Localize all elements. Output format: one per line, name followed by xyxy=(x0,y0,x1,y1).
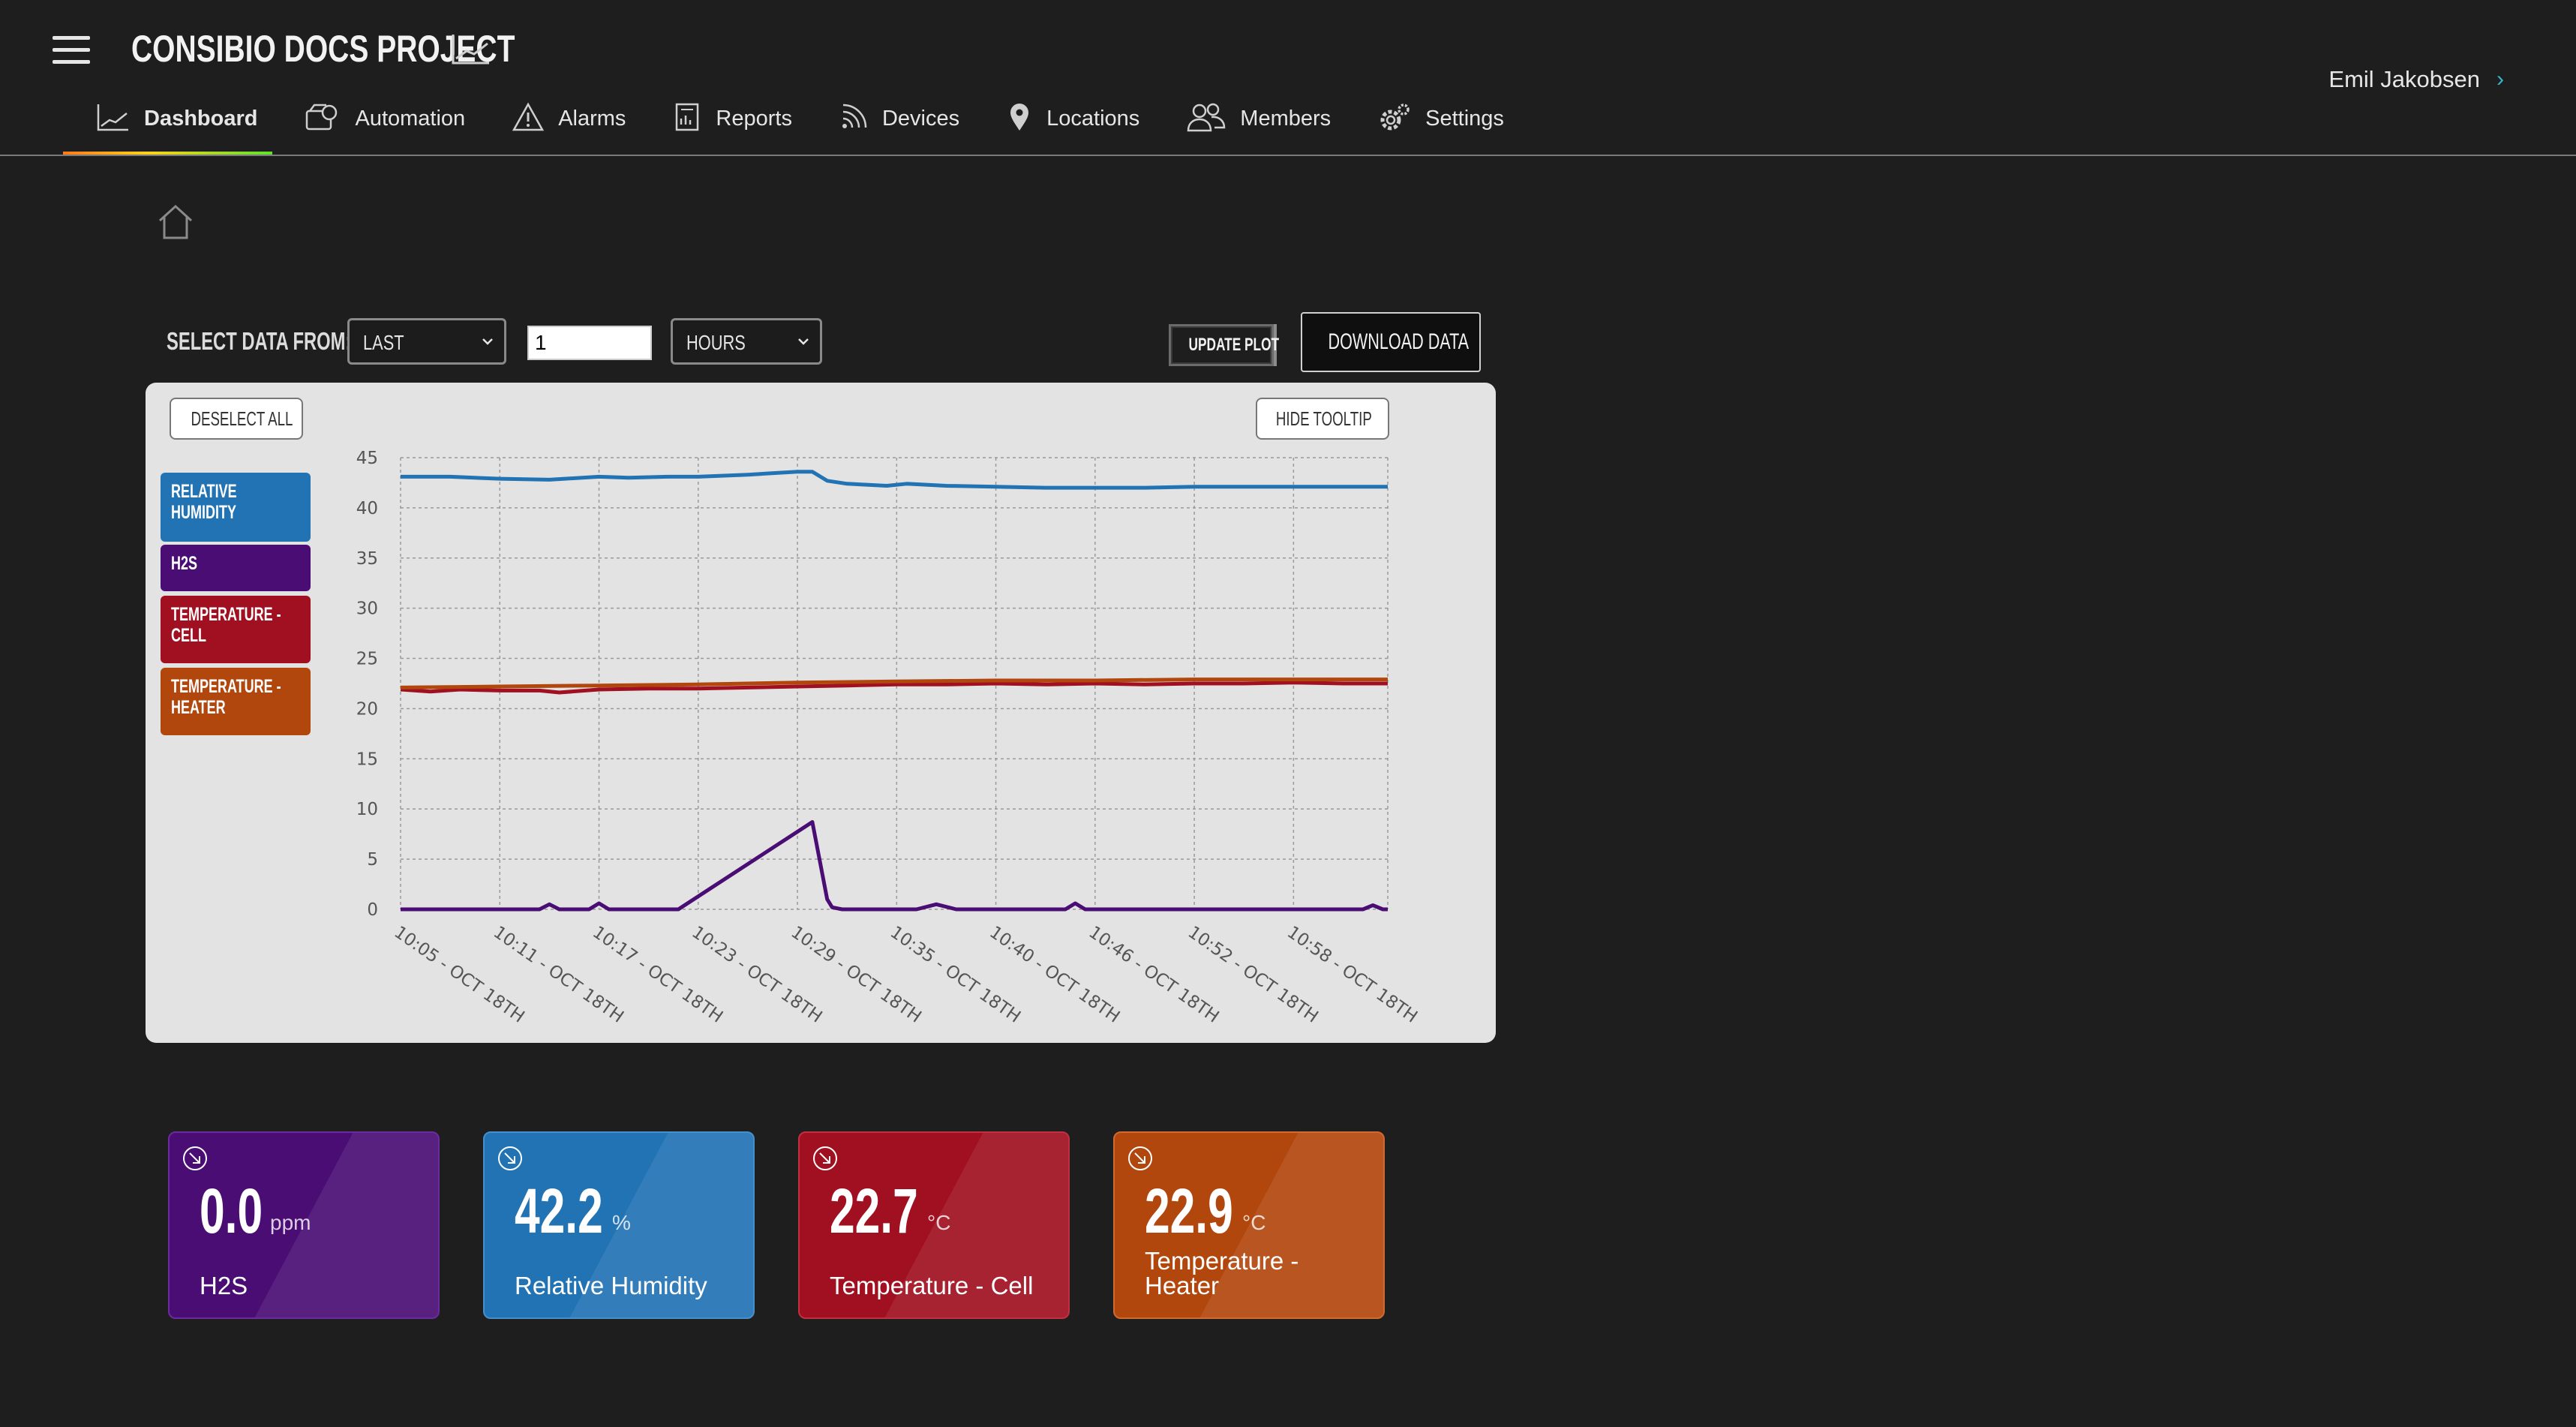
nav-alarms[interactable]: Alarms xyxy=(480,98,641,155)
nav-locations[interactable]: Locations xyxy=(974,98,1154,155)
update-plot-button[interactable]: UPDATE PLOT xyxy=(1169,324,1279,366)
project-title: CONSIBIO DOCS PROJECT xyxy=(131,28,515,70)
chevron-down-icon xyxy=(798,338,809,345)
nav-label: Alarms xyxy=(558,107,626,131)
legend-toggle-temperature-heater[interactable]: TEMPERATURE - HEATER xyxy=(161,668,311,735)
automation-icon xyxy=(306,104,338,131)
card-sheen xyxy=(485,1133,753,1317)
nav-label: Reports xyxy=(716,107,792,131)
chart-panel: 0 5 10 15 20 25 30 35 40 45 10:05 - OCT 18TH 10:11 … xyxy=(146,383,1496,1043)
series-line-relative-humidity xyxy=(401,470,1388,490)
nav-label: Automation xyxy=(355,107,466,131)
home-icon[interactable] xyxy=(156,203,195,242)
update-plot-label: UPDATE PLOT xyxy=(1188,335,1280,355)
y-tick-label: 5 xyxy=(367,850,378,870)
card-name: H2S xyxy=(200,1272,248,1299)
legend-toggle-temperature-cell[interactable]: TEMPERATURE - CELL xyxy=(161,596,311,663)
legend-toggle-relative-humidity[interactable]: RELATIVE HUMIDITY xyxy=(161,473,311,542)
series-line-temperature-cell xyxy=(400,680,1388,695)
y-tick-label: 30 xyxy=(356,599,378,619)
card-value: 22.7 xyxy=(830,1176,918,1246)
legend-label: H2S xyxy=(171,553,198,574)
card-value: 0.0 xyxy=(200,1176,263,1246)
range-select[interactable]: LAST xyxy=(347,318,506,365)
stat-card-temperature-cell[interactable]: 22.7 °C Temperature - Cell xyxy=(798,1131,1070,1319)
legend-label: RELATIVE HUMIDITY xyxy=(171,481,237,523)
nav-label: Devices xyxy=(881,107,960,131)
card-unit: % xyxy=(612,1211,631,1234)
hamburger-menu-icon[interactable] xyxy=(53,36,90,66)
y-tick-label: 45 xyxy=(356,449,378,468)
y-tick-label: 40 xyxy=(356,499,378,518)
series-line-h2s xyxy=(401,820,1388,912)
report-icon xyxy=(676,103,699,131)
hide-tooltip-button[interactable]: HIDE TOOLTIP xyxy=(1256,398,1389,440)
nav-label: Dashboard xyxy=(144,107,258,131)
chevron-down-icon xyxy=(482,338,493,345)
card-sheen xyxy=(170,1133,438,1317)
trend-arrow-icon xyxy=(183,1146,207,1170)
y-tick-label: 10 xyxy=(356,800,378,819)
range-number-input[interactable] xyxy=(527,326,652,360)
user-name: Emil Jakobsen xyxy=(2328,66,2480,92)
nav-reports[interactable]: Reports xyxy=(641,98,807,155)
card-unit: °C xyxy=(927,1211,951,1234)
trend-arrow-icon xyxy=(1128,1146,1152,1170)
range-select-value: LAST xyxy=(363,331,404,354)
card-name: Temperature - Cell xyxy=(830,1272,1034,1299)
y-tick-label: 15 xyxy=(356,750,378,769)
signal-icon xyxy=(842,104,867,128)
legend-toggle-h2s[interactable]: H2S xyxy=(161,545,311,591)
stat-card-h2s[interactable]: 0.0 ppm H2S xyxy=(168,1131,440,1319)
card-name: Relative Humidity xyxy=(515,1272,707,1299)
y-tick-label: 20 xyxy=(356,699,378,719)
deselect-all-label: DESELECT ALL xyxy=(191,407,293,430)
map-pin-icon xyxy=(1010,104,1029,131)
card-sheen xyxy=(800,1133,1068,1317)
y-tick-label: 25 xyxy=(356,650,378,669)
warning-icon xyxy=(512,102,545,131)
stat-card-relative-humidity[interactable]: 42.2 % Relative Humidity xyxy=(483,1131,755,1319)
unit-select-value: HOURS xyxy=(686,331,746,354)
members-icon xyxy=(1187,103,1226,132)
nav-settings[interactable]: Settings xyxy=(1346,98,1519,155)
y-tick-label: 0 xyxy=(367,900,378,920)
unit-select[interactable]: HOURS xyxy=(671,318,822,365)
nav-label: Members xyxy=(1240,107,1332,131)
nav-members[interactable]: Members xyxy=(1154,98,1346,155)
select-data-label: SELECT DATA FROM: xyxy=(167,327,352,355)
trend-arrow-icon xyxy=(498,1146,522,1170)
card-name: Temperature - Heater xyxy=(1145,1247,1299,1299)
nav-automation[interactable]: Automation xyxy=(272,98,480,155)
nav-divider xyxy=(0,155,2576,156)
legend-label: TEMPERATURE - CELL xyxy=(171,604,281,646)
line-chart-icon xyxy=(452,35,489,65)
card-sheen xyxy=(1115,1133,1383,1317)
series-line-temperature-heater xyxy=(400,677,1388,689)
main-nav: Dashboard Automation Alarms Reports Devi… xyxy=(63,98,1519,155)
nav-dashboard[interactable]: Dashboard xyxy=(63,98,273,155)
nav-devices[interactable]: Devices xyxy=(807,98,974,155)
card-value: 22.9 xyxy=(1145,1176,1233,1246)
card-unit: °C xyxy=(1242,1211,1266,1234)
y-tick-label: 35 xyxy=(356,549,378,569)
legend-label: TEMPERATURE - HEATER xyxy=(171,676,281,718)
chevron-right-icon: › xyxy=(2496,67,2504,92)
deselect-all-button[interactable]: DESELECT ALL xyxy=(170,398,303,440)
nav-label: Locations xyxy=(1046,107,1140,131)
download-data-label: DOWNLOAD DATA xyxy=(1328,329,1469,354)
trend-arrow-icon xyxy=(813,1146,837,1170)
stat-card-temperature-heater[interactable]: 22.9 °C Temperature - Heater xyxy=(1113,1131,1385,1319)
hide-tooltip-label: HIDE TOOLTIP xyxy=(1275,407,1372,430)
download-data-button[interactable]: DOWNLOAD DATA xyxy=(1301,312,1481,372)
gear-icon xyxy=(1380,104,1410,131)
nav-label: Settings xyxy=(1425,107,1504,131)
card-unit: ppm xyxy=(270,1211,311,1234)
chart-icon xyxy=(97,104,128,131)
user-menu-link[interactable]: Emil Jakobsen › xyxy=(2328,66,2504,93)
card-value: 42.2 xyxy=(515,1176,603,1246)
